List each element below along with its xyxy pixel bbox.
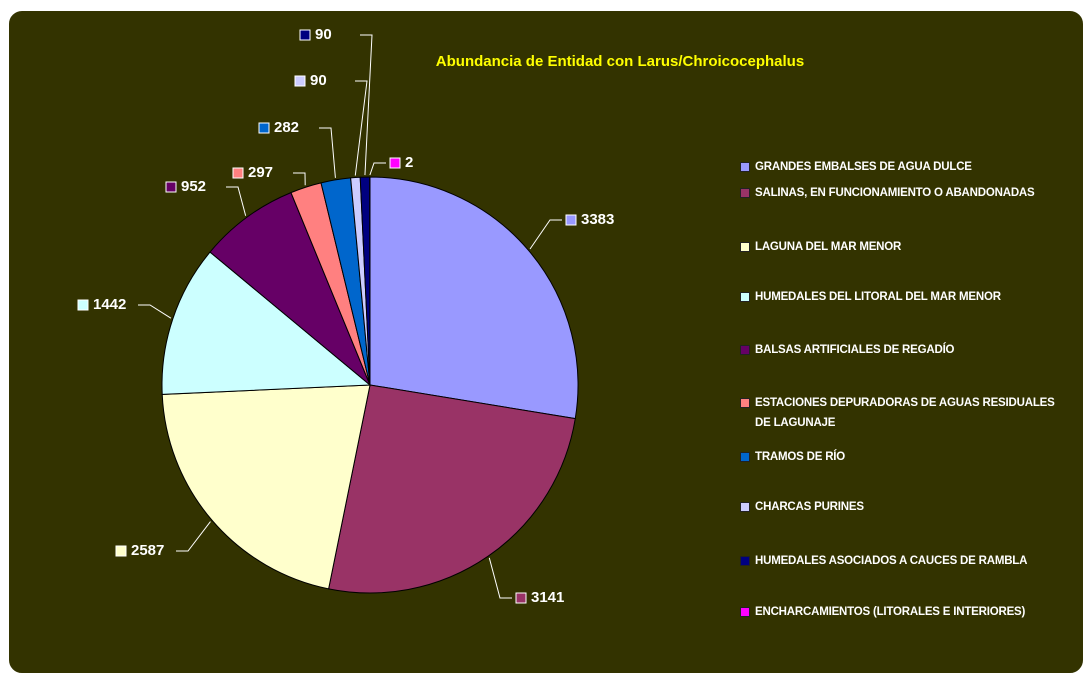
leader-line [529,219,562,250]
data-label: 3383 [581,211,614,228]
pie-slice [328,384,576,594]
legend-swatch [740,607,750,617]
leader-line [360,34,373,176]
pie-slice [369,176,579,420]
legend-item: BALSAS ARTIFICIALES DE REGADÍO [740,340,1055,360]
label-swatch [565,214,577,226]
data-label: 2 [405,154,413,171]
data-label: 90 [315,26,332,43]
pie-slice [209,191,371,386]
data-label: 90 [310,72,327,89]
leader-line [319,127,336,178]
legend-swatch [740,292,750,302]
legend-label: GRANDES EMBALSES DE AGUA DULCE [755,161,972,173]
legend-label: ENCHARCAMIENTOS (LITORALES E INTERIORES) [755,606,1026,618]
label-swatch [258,122,270,134]
data-label: 282 [274,119,299,136]
legend-swatch [740,188,750,198]
legend-item: ENCHARCAMIENTOS (LITORALES E INTERIORES) [740,602,1025,622]
legend-label: CHARCAS PURINES [755,501,864,513]
legend-item: SALINAS, EN FUNCIONAMIENTO O ABANDONADAS [740,183,1055,203]
label-swatch [294,75,306,87]
legend-swatch [740,452,750,462]
leader-line [293,172,306,186]
legend-label: TRAMOS DE RÍO [755,451,846,463]
chart-title: Abundancia de Entidad con Larus/Chroicoc… [436,53,804,70]
legend-label: BALSAS ARTIFICIALES DE REGADÍO [755,344,955,356]
label-swatch [232,167,244,179]
leader-line [488,557,512,599]
legend-item: LAGUNA DEL MAR MENOR [740,237,1055,257]
legend-label: SALINAS, EN FUNCIONAMIENTO O ABANDONADAS [755,187,1035,199]
label-swatch [77,299,89,311]
leader-line [369,162,386,176]
legend-item: ESTACIONES DEPURADORAS DE AGUAS RESIDUAL… [740,393,1055,433]
label-swatch [115,545,127,557]
legend-label: HUMEDALES DEL LITORAL DEL MAR MENOR [755,291,1001,303]
legend-label: HUMEDALES ASOCIADOS A CAUCES DE RAMBLA [755,555,1028,567]
legend-swatch [740,162,750,172]
label-swatch [299,29,311,41]
data-label: 2587 [131,542,164,559]
legend-swatch [740,502,750,512]
legend-swatch [740,556,750,566]
leader-line [138,304,172,319]
legend-label: LAGUNA DEL MAR MENOR [755,241,902,253]
data-label: 297 [248,164,273,181]
data-label: 1442 [93,296,126,313]
legend-item: TRAMOS DE RÍO [740,447,1055,467]
legend-item: HUMEDALES ASOCIADOS A CAUCES DE RAMBLA [740,551,1055,571]
legend-label: ESTACIONES DEPURADORAS DE AGUAS RESIDUAL… [755,397,1055,429]
data-label: 952 [181,178,206,195]
legend-swatch [740,398,750,408]
legend-item: CHARCAS PURINES [740,497,1055,517]
legend-swatch [740,345,750,355]
leader-line [176,521,211,552]
pie-slice [161,251,372,395]
legend-item: GRANDES EMBALSES DE AGUA DULCE [740,157,1055,177]
leader-line [354,80,368,176]
pie-slice [161,384,371,590]
label-swatch [515,592,527,604]
label-swatch [165,181,177,193]
data-label: 3141 [531,589,564,606]
leader-line [226,186,247,216]
legend-item: HUMEDALES DEL LITORAL DEL MAR MENOR [740,287,1055,307]
label-swatch [389,157,401,169]
legend-swatch [740,242,750,252]
